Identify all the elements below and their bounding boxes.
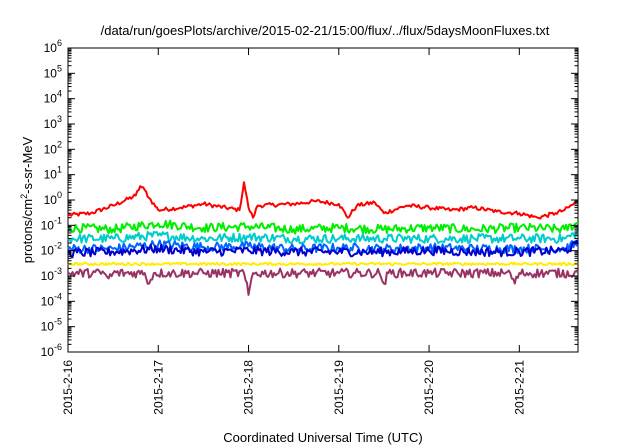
x-axis-label: Coordinated Universal Time (UTC) — [223, 430, 422, 445]
y-axis-label-suffix: -s-sr-MeV — [20, 136, 35, 193]
y-tick-label: 10-4 — [41, 291, 62, 308]
y-tick-label: 102 — [44, 139, 62, 156]
x-tick-label: 2015-2-19 — [332, 360, 346, 415]
x-tick-label: 2015-2-17 — [151, 360, 165, 415]
series-line — [67, 181, 579, 220]
y-axis-label-prefix: protons/cm — [20, 199, 35, 263]
chart-title: /data/run/goesPlots/archive/2015-02-21/1… — [101, 23, 550, 38]
y-axis-label-superscript: 2 — [19, 194, 29, 199]
y-tick-label: 10-6 — [41, 342, 62, 359]
y-tick-label: 10-5 — [41, 317, 62, 334]
y-tick-label: 101 — [44, 165, 62, 182]
y-tick-label: 106 — [44, 38, 62, 55]
series-line — [67, 261, 579, 267]
y-tick-label: 100 — [44, 190, 62, 207]
x-tick-label: 2015-2-16 — [61, 360, 75, 415]
series-line — [67, 219, 579, 235]
series-line — [67, 239, 579, 259]
series-lines — [67, 181, 579, 296]
y-axis-label: protons/cm2-s-sr-MeV — [19, 136, 35, 263]
y-tick-label: 104 — [44, 89, 62, 106]
y-tick-label: 105 — [44, 63, 62, 80]
y-tick-label: 10-2 — [41, 241, 62, 258]
x-tick-label: 2015-2-20 — [422, 360, 436, 415]
y-tick-label: 10-3 — [41, 266, 62, 283]
series-line — [67, 230, 579, 245]
y-tick-label: 103 — [44, 114, 62, 131]
x-axis: 2015-2-16 2015-2-17 2015-2-18 2015-2-19 2015… — [61, 48, 526, 415]
y-tick-label: 10-1 — [41, 215, 62, 232]
x-tick-label: 2015-2-21 — [512, 360, 526, 415]
y-axis: 10-6 10-5 10-4 10-3 10-2 10-1 100 101 102 103 104 1… — [41, 38, 578, 359]
series-line — [67, 267, 579, 296]
plot-frame — [67, 47, 579, 353]
x-tick-label: 2015-2-18 — [242, 360, 256, 415]
